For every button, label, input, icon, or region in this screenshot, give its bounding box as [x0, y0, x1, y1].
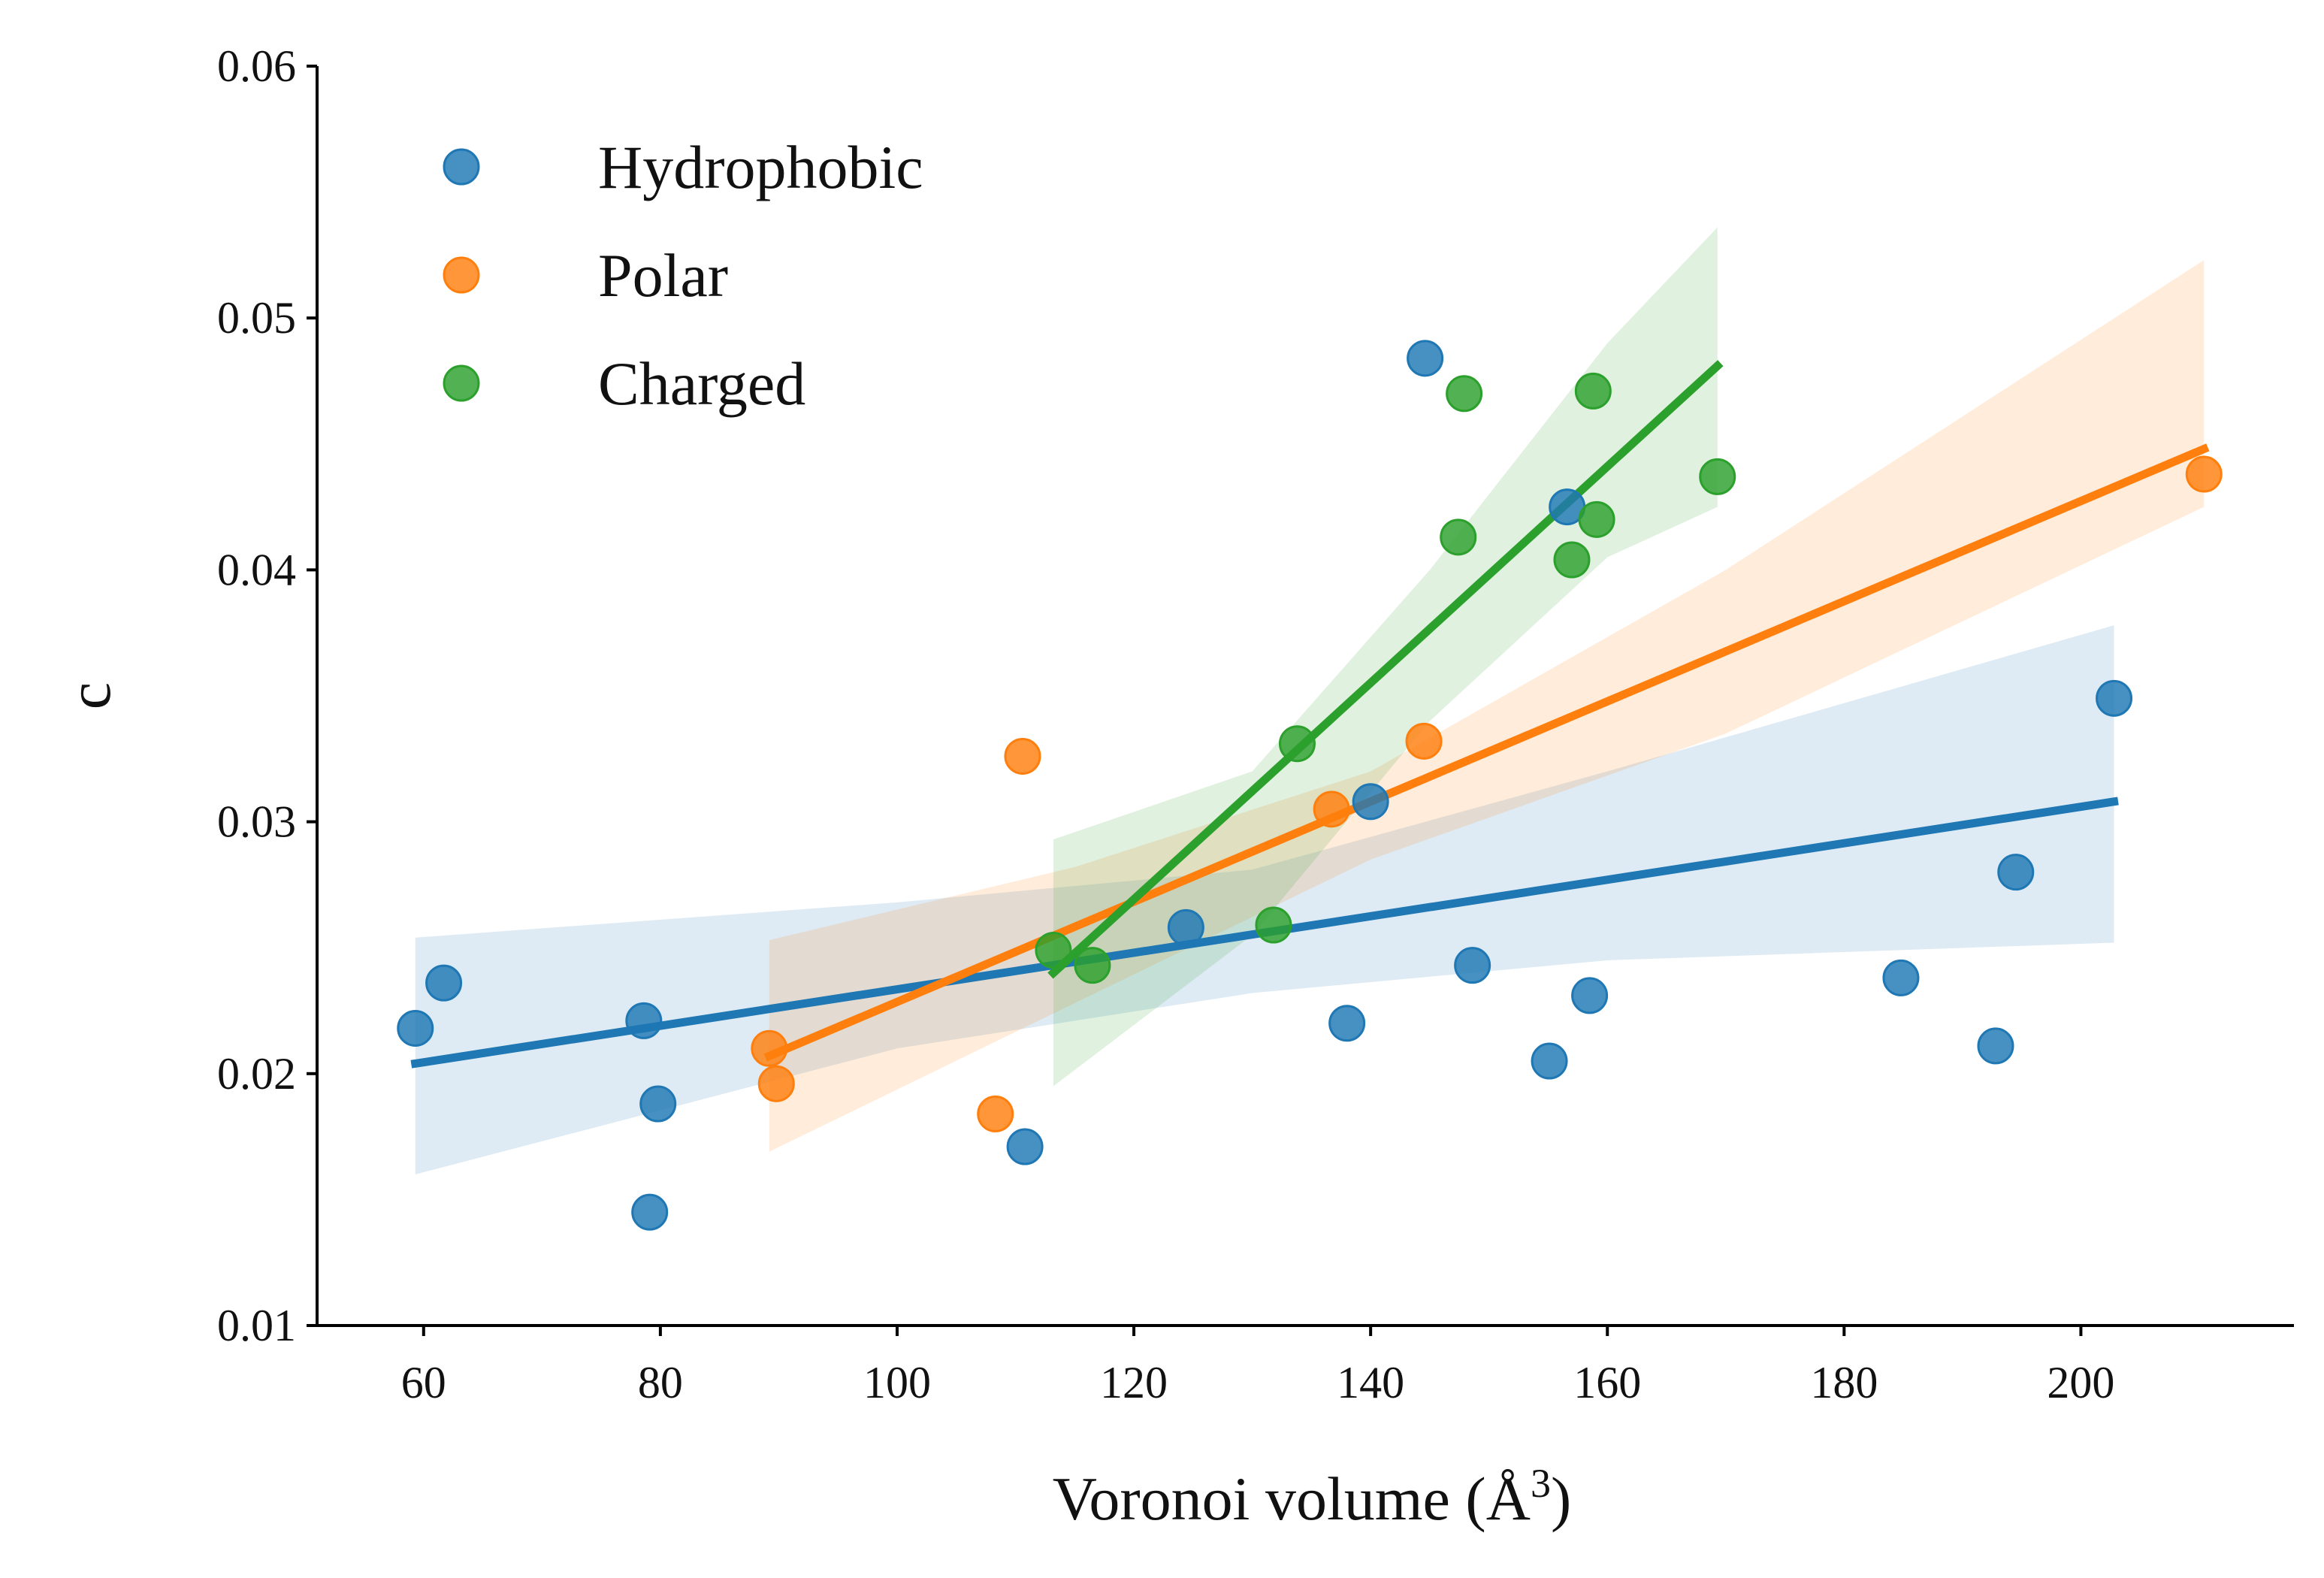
legend-marker-hydrophobic [443, 148, 480, 186]
y-tick-label: 0.06 [217, 41, 296, 91]
legend-marker-polar [443, 256, 480, 294]
x-tick-label: 120 [1100, 1358, 1168, 1407]
polar-point [757, 1065, 795, 1102]
x-tick-label: 180 [1810, 1358, 1878, 1407]
y-axis-ticks: 0.01 0.02 0.03 0.04 0.05 0.06 [217, 41, 317, 1350]
legend-label-hydrophobic: Hydrophobic [598, 133, 923, 201]
hydrophobic-point [397, 1009, 434, 1047]
charged-confidence-band [1053, 227, 1718, 1087]
legend-label-polar: Polar [598, 241, 728, 310]
x-axis-ticks: 60 80 100 120 140 160 180 200 [401, 1326, 2114, 1407]
charged-fit-line [1047, 360, 1724, 979]
hydrophobic-point [2096, 679, 2133, 717]
charged-point [1553, 541, 1591, 579]
charged-point [1699, 458, 1736, 495]
x-tick-label: 80 [638, 1358, 683, 1407]
hydrophobic-point [1407, 340, 1444, 377]
hydrophobic-point [639, 1085, 677, 1123]
y-axis-title: c [55, 682, 123, 709]
charged-point [1035, 932, 1072, 969]
charged-point [1578, 500, 1615, 538]
charged-point [1574, 372, 1612, 410]
polar-confidence-band [769, 260, 2205, 1152]
hydrophobic-point [1006, 1128, 1044, 1165]
legend-marker-charged [443, 364, 480, 402]
legend-label-charged: Charged [598, 349, 805, 418]
polar-point [1313, 791, 1350, 828]
x-tick-label: 200 [2047, 1358, 2114, 1407]
charged-point [1440, 518, 1477, 556]
polar-point [751, 1029, 788, 1067]
x-tick-label: 100 [863, 1358, 931, 1407]
polar-point [1405, 722, 1443, 760]
hydrophobic-point [425, 964, 463, 1002]
x-tick-label: 160 [1573, 1358, 1641, 1407]
polar-point [2185, 455, 2223, 493]
hydrophobic-point [1352, 783, 1389, 821]
polar-fit-line [763, 443, 2210, 1062]
y-tick-label: 0.04 [217, 545, 296, 594]
data-points [397, 340, 2223, 1231]
y-tick-label: 0.01 [217, 1301, 296, 1350]
hydrophobic-confidence-band [415, 625, 2114, 1174]
hydrophobic-point [1977, 1027, 2014, 1065]
charged-point [1278, 725, 1316, 763]
hydrophobic-point [1328, 1005, 1366, 1042]
hydrophobic-point [1571, 977, 1609, 1014]
hydrophobic-point [1531, 1042, 1568, 1080]
hydrophobic-point [631, 1193, 669, 1231]
x-axis-title: Voronoi volume (Å3) [1053, 1461, 1572, 1533]
x-tick-label: 60 [401, 1358, 446, 1407]
legend: Hydrophobic Polar Charged [443, 133, 923, 418]
hydrophobic-point [1167, 908, 1204, 946]
hydrophobic-point [1454, 947, 1491, 984]
charged-point [1074, 947, 1111, 984]
hydrophobic-point [1997, 854, 2035, 891]
polar-point [977, 1095, 1014, 1132]
charged-point [1446, 375, 1483, 413]
y-tick-label: 0.02 [217, 1049, 296, 1099]
charged-point [1255, 906, 1292, 944]
hydrophobic-point [1882, 959, 1920, 996]
polar-point [1004, 737, 1041, 775]
confidence-bands [415, 227, 2205, 1174]
hydrophobic-point [625, 1002, 663, 1039]
x-tick-label: 140 [1337, 1358, 1404, 1407]
axes: 60 80 100 120 140 160 180 200 0.010.020.030.040… [217, 41, 2294, 1407]
y-tick-label: 0.05 [217, 293, 296, 343]
y-tick-label: 0.03 [217, 797, 296, 847]
